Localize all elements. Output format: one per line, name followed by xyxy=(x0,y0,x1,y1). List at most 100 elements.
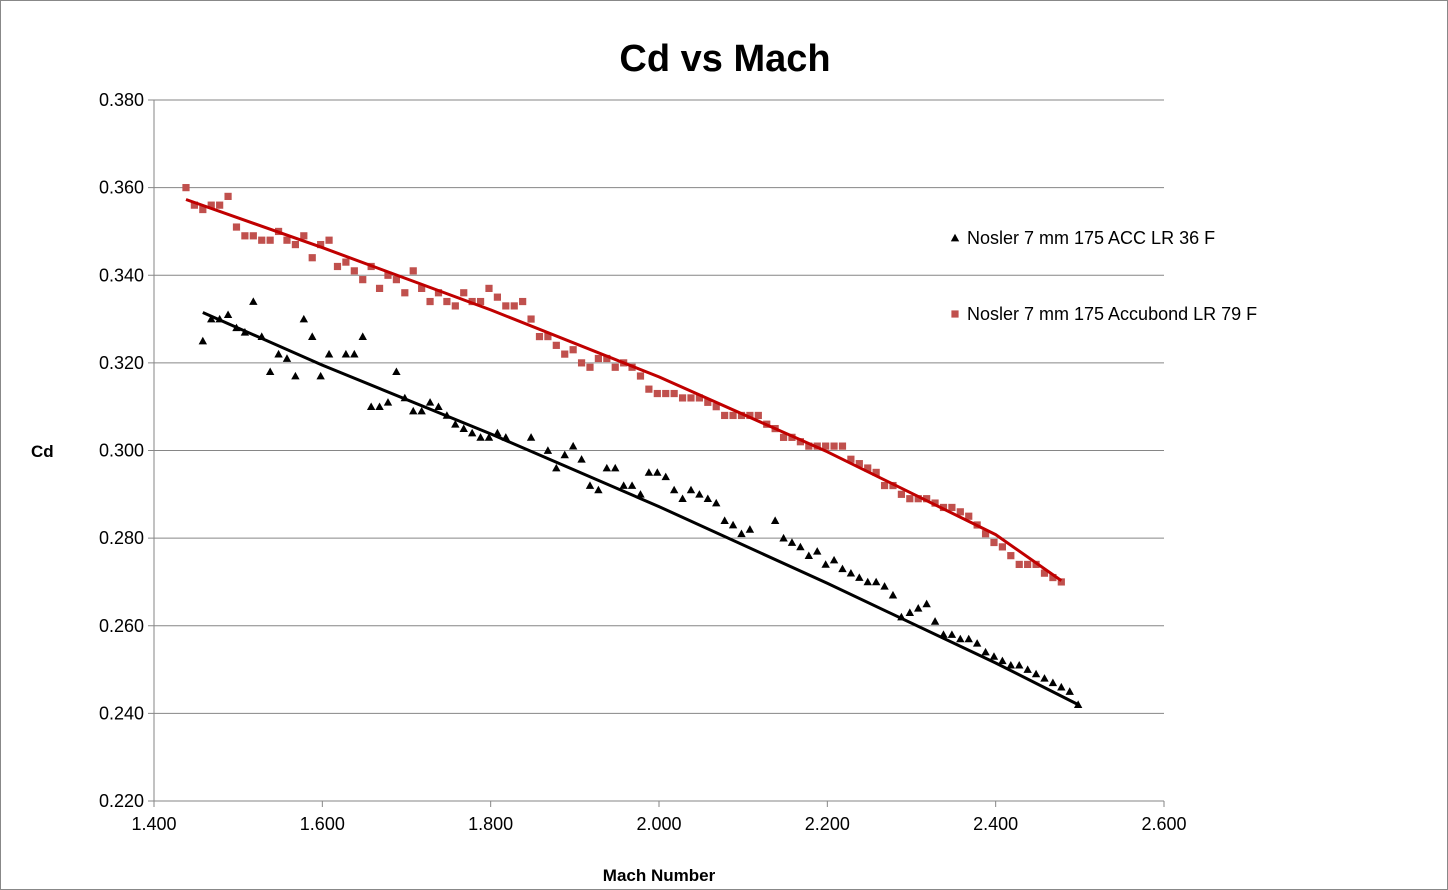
data-point xyxy=(392,276,400,284)
data-point xyxy=(1048,678,1058,687)
data-point xyxy=(552,463,561,472)
x-tick-labels: 1.400 1.600 1.800 2.000 2.200 2.400 2.600 xyxy=(131,814,1186,834)
data-point xyxy=(299,314,309,323)
data-point xyxy=(1015,660,1024,669)
data-point xyxy=(770,516,780,524)
data-point xyxy=(805,442,813,450)
data-point xyxy=(662,389,670,398)
x-tick-label: 2.200 xyxy=(805,814,850,834)
axes xyxy=(148,99,1165,807)
data-point xyxy=(283,236,291,244)
data-point xyxy=(653,468,662,476)
data-point xyxy=(686,485,696,494)
data-point xyxy=(266,236,274,244)
data-point xyxy=(282,354,292,362)
data-point xyxy=(249,232,257,240)
data-point xyxy=(291,371,300,380)
y-tick-label: 0.380 xyxy=(99,90,144,110)
data-point xyxy=(577,359,586,367)
data-point xyxy=(232,223,241,231)
data-point xyxy=(560,450,569,459)
y-axis-label: Cd xyxy=(31,442,54,461)
data-point xyxy=(502,302,510,310)
data-point xyxy=(998,543,1006,551)
legend-label: Nosler 7 mm 175 Accubond LR 79 F xyxy=(967,304,1257,324)
data-point xyxy=(855,573,864,581)
data-point xyxy=(964,634,973,643)
data-point xyxy=(577,455,586,463)
y-tick-labels: 0.220 0.240 0.260 0.280 0.300 0.320 0.340 0.360… xyxy=(99,90,144,811)
data-point xyxy=(409,267,417,275)
data-point xyxy=(779,533,788,542)
x-tick-label: 1.800 xyxy=(468,814,513,834)
data-point xyxy=(1057,682,1066,691)
data-point xyxy=(872,468,880,477)
data-point xyxy=(459,424,468,432)
data-point xyxy=(712,403,720,411)
data-point xyxy=(855,460,863,468)
data-point xyxy=(703,494,713,503)
data-point xyxy=(417,406,426,415)
data-point xyxy=(1040,674,1049,682)
data-point xyxy=(384,271,392,279)
data-point xyxy=(754,411,762,420)
data-point xyxy=(838,564,847,573)
trend-line xyxy=(202,311,1079,706)
data-point xyxy=(341,349,351,358)
data-point xyxy=(223,310,233,319)
data-point xyxy=(544,332,552,341)
data-point xyxy=(265,367,275,375)
data-point xyxy=(796,438,804,446)
data-point xyxy=(737,411,746,420)
data-point xyxy=(728,520,738,529)
series-0 xyxy=(198,297,1083,708)
data-point xyxy=(746,411,754,420)
data-point xyxy=(636,490,645,498)
data-point xyxy=(241,232,249,240)
data-point xyxy=(342,258,350,266)
data-point xyxy=(350,267,358,275)
data-point xyxy=(359,276,367,284)
data-point xyxy=(392,367,401,375)
data-point xyxy=(1031,669,1041,678)
data-point xyxy=(460,289,468,297)
data-point xyxy=(308,254,316,262)
x-tick-label: 2.400 xyxy=(973,814,1018,834)
data-point xyxy=(401,289,409,297)
data-point xyxy=(948,503,956,512)
data-point xyxy=(678,394,687,402)
data-point xyxy=(425,398,435,406)
data-point xyxy=(669,485,679,494)
data-point xyxy=(586,363,594,371)
series-layer xyxy=(182,184,1083,708)
data-point xyxy=(847,455,855,463)
data-point xyxy=(493,293,501,301)
grid-lines xyxy=(154,99,1164,714)
data-point xyxy=(880,582,889,590)
data-point xyxy=(695,394,703,402)
data-point xyxy=(914,495,922,503)
data-point xyxy=(274,349,283,358)
data-point xyxy=(653,389,661,398)
data-point xyxy=(888,590,898,599)
data-point xyxy=(947,630,957,638)
legend-marker xyxy=(951,310,959,318)
data-point xyxy=(190,201,198,209)
data-point xyxy=(1024,560,1032,569)
data-point xyxy=(956,508,964,516)
data-point xyxy=(990,538,998,547)
data-point xyxy=(199,205,207,214)
legend: Nosler 7 mm 175 ACC LR 36 F Nosler 7 mm 1… xyxy=(950,228,1257,324)
data-point xyxy=(678,494,687,503)
data-point xyxy=(712,498,721,507)
data-point xyxy=(375,402,384,411)
y-tick-label: 0.220 xyxy=(99,791,144,811)
data-point xyxy=(568,441,578,450)
data-point xyxy=(409,406,418,415)
data-point xyxy=(931,499,939,507)
data-point xyxy=(922,599,931,608)
data-point xyxy=(418,284,426,292)
data-point xyxy=(880,481,889,490)
data-point xyxy=(1023,665,1032,673)
